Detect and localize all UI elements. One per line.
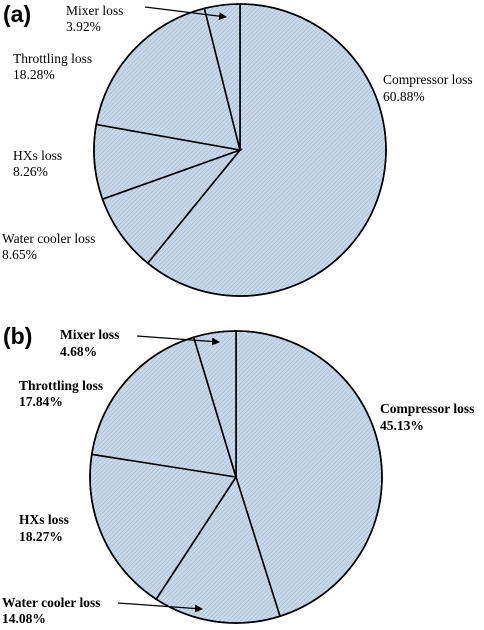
slice-value-water-cooler-b: 14.08% — [2, 611, 46, 626]
slice-name-mixer-a: Mixer loss — [66, 3, 123, 18]
slice-label-water-cooler-b: Water cooler loss 14.08% — [2, 595, 104, 626]
slice-label-hxs-b: HXs loss 18.27% — [19, 512, 72, 544]
slice-label-water-cooler-a: Water cooler loss 8.65% — [2, 231, 99, 262]
slice-name-throttling-b: Throttling loss — [19, 378, 103, 393]
slice-label-throttling-a: Throttling loss 18.28% — [13, 51, 96, 82]
mixer-arrow-b — [136, 335, 220, 346]
mixer-arrow-a — [144, 6, 227, 21]
pie-a-outline — [93, 3, 387, 297]
slice-label-hxs-a: HXs loss 8.26% — [13, 148, 66, 179]
slice-value-throttling-a: 18.28% — [13, 67, 55, 82]
slice-name-hxs-a: HXs loss — [13, 148, 62, 163]
slice-value-mixer-a: 3.92% — [66, 19, 101, 34]
slice-name-compressor-a: Compressor loss — [383, 72, 473, 87]
slice-name-throttling-a: Throttling loss — [13, 51, 92, 66]
slice-value-compressor-a: 60.88% — [383, 89, 425, 104]
slice-label-compressor-a: Compressor loss 60.88% — [383, 72, 476, 104]
slice-label-throttling-b: Throttling loss 17.84% — [19, 378, 107, 409]
slice-label-mixer-a: Mixer loss 3.92% — [66, 3, 127, 34]
slice-value-hxs-a: 8.26% — [13, 164, 48, 179]
pie-b-outline — [89, 330, 383, 624]
slice-name-mixer-b: Mixer loss — [60, 327, 119, 342]
slice-name-hxs-b: HXs loss — [19, 512, 69, 527]
slice-name-compressor-b: Compressor loss — [380, 401, 474, 416]
pie-chart-a: (a) Mixer loss 3.92% Throttling loss 18.… — [2, 1, 476, 297]
slice-value-hxs-b: 18.27% — [19, 529, 63, 544]
slice-name-water-cooler-a: Water cooler loss — [2, 231, 95, 246]
pie-b-slices — [89, 330, 383, 624]
water-cooler-arrow-b — [117, 602, 203, 613]
panel-label-a: (a) — [3, 1, 31, 27]
slice-value-throttling-b: 17.84% — [19, 394, 63, 409]
slice-label-mixer-b: Mixer loss 4.68% — [60, 327, 123, 359]
pie-chart-b: (b) Mixer loss 4.68% Throttling loss 17.… — [2, 323, 478, 626]
slice-value-water-cooler-a: 8.65% — [2, 247, 37, 262]
slice-label-compressor-b: Compressor loss 45.13% — [380, 401, 478, 433]
slice-value-mixer-b: 4.68% — [60, 344, 97, 359]
panel-label-b: (b) — [3, 323, 32, 349]
slice-name-water-cooler-b: Water cooler loss — [2, 595, 100, 610]
slice-value-compressor-b: 45.13% — [380, 418, 424, 433]
pie-a-slices — [93, 3, 387, 297]
